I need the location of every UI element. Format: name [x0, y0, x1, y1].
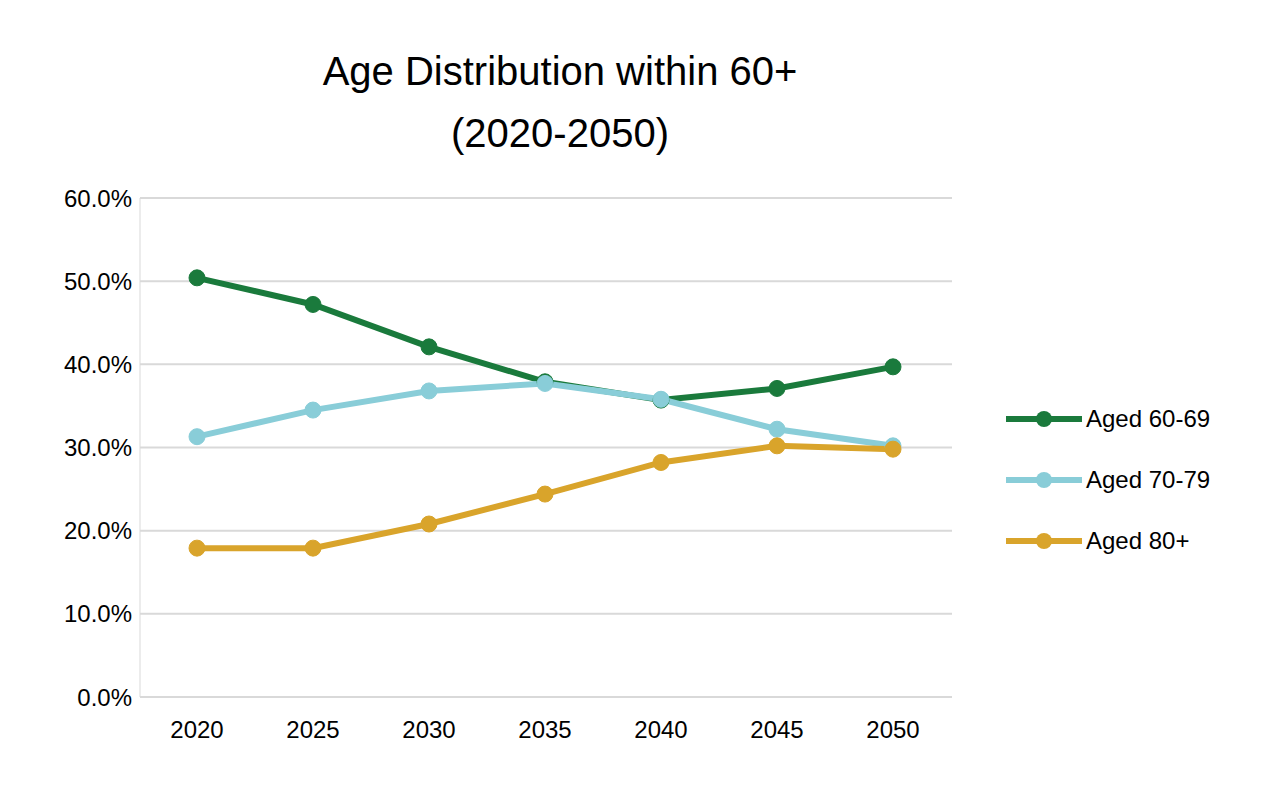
svg-text:2050: 2050 — [866, 716, 919, 743]
svg-text:60.0%: 60.0% — [64, 185, 132, 212]
svg-text:50.0%: 50.0% — [64, 268, 132, 295]
html-text:Age Distribution within 60+: Age Distribution within 60+ — [322, 49, 798, 93]
svg-text:2020: 2020 — [170, 716, 223, 743]
svg-text:20.0%: 20.0% — [64, 517, 132, 544]
svg-text:30.0%: 30.0% — [64, 434, 132, 461]
svg-text:2040: 2040 — [634, 716, 687, 743]
svg-text:2045: 2045 — [750, 716, 803, 743]
svg-text:2030: 2030 — [402, 716, 455, 743]
html-text:Aged 80+: Aged 80+ — [1086, 526, 1190, 554]
svg-text:0.0%: 0.0% — [77, 684, 132, 711]
svg-text:40.0%: 40.0% — [64, 351, 132, 378]
html-text:Aged 60-69: Aged 60-69 — [1086, 404, 1211, 432]
svg-text:2035: 2035 — [518, 716, 571, 743]
svg-text:2025: 2025 — [286, 716, 339, 743]
html-text:Aged 70-79: Aged 70-79 — [1086, 465, 1211, 493]
html-text:(2020-2050): (2020-2050) — [451, 111, 669, 155]
svg-text:10.0%: 10.0% — [64, 600, 132, 627]
